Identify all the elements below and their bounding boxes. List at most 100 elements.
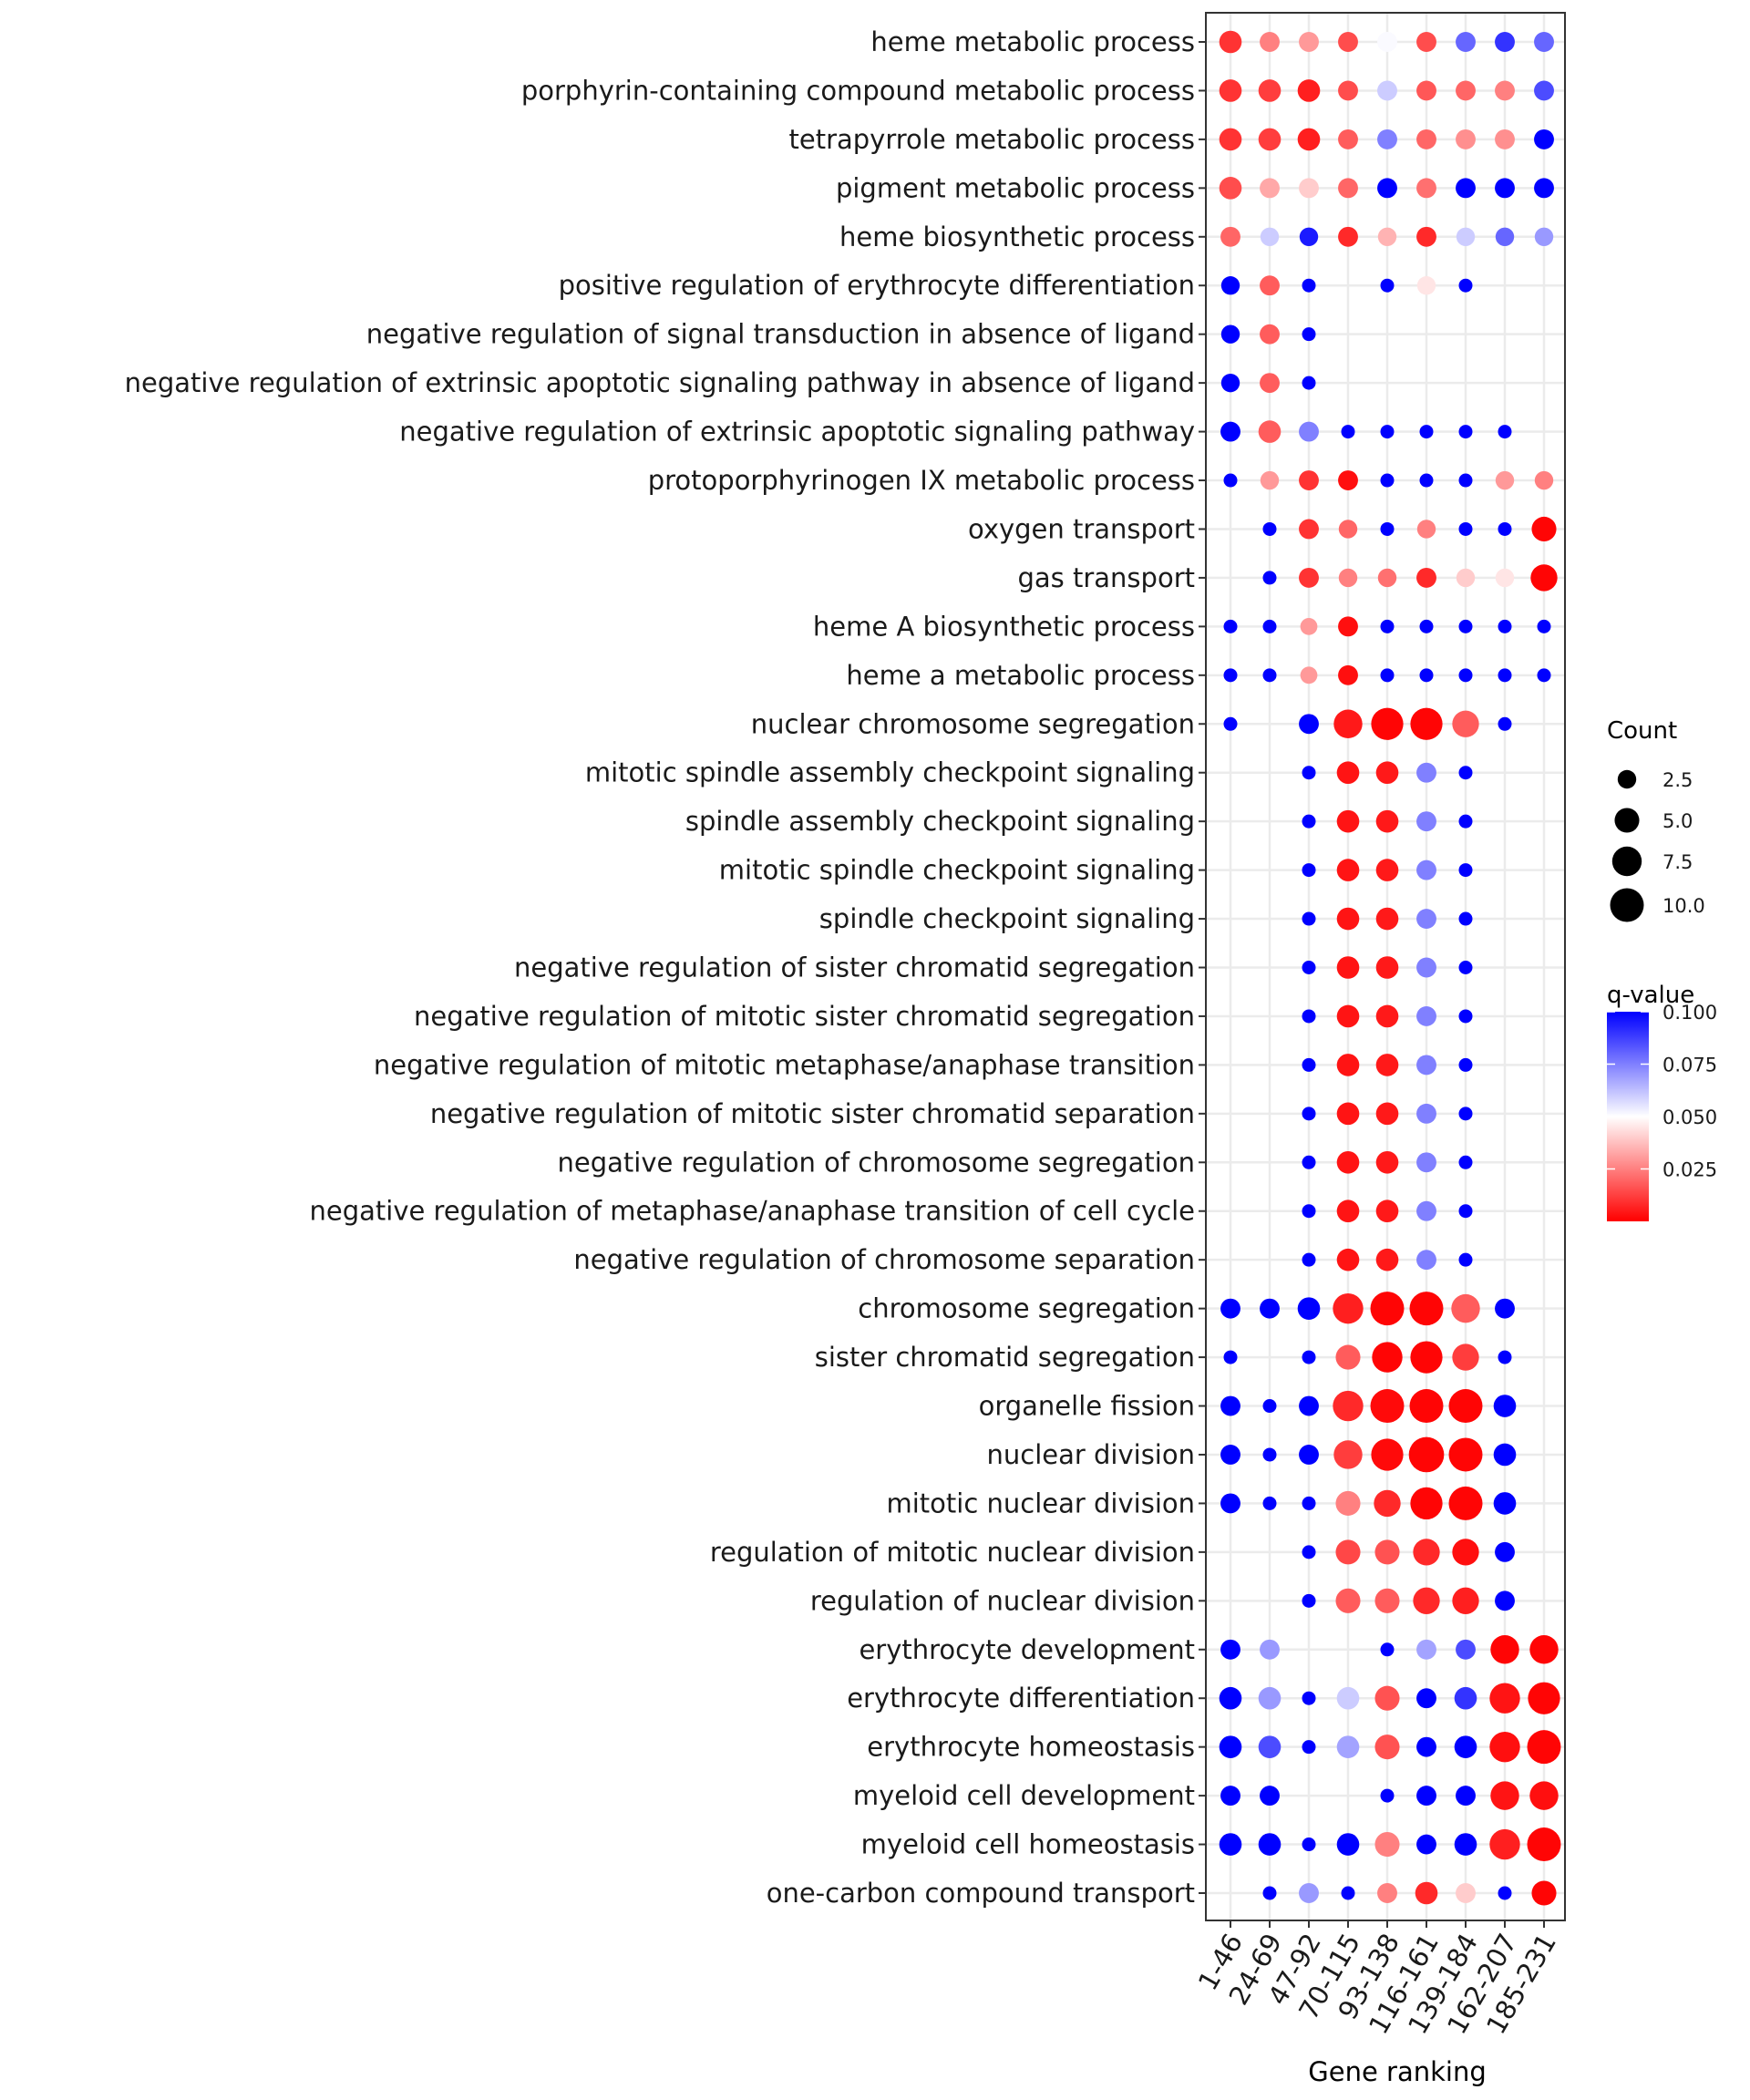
data-point: positive regulation of erythrocyte diffe… <box>1380 278 1395 293</box>
data-point: negative regulation of mitotic sister ch… <box>1416 1006 1436 1026</box>
data-point: erythrocyte differentiation | 93-138 | C… <box>1374 1685 1400 1711</box>
y-tick-label: pigment metabolic process <box>836 172 1195 203</box>
y-tick-label: gas transport <box>1017 562 1195 593</box>
q-value-legend-title: q-value <box>1607 982 1694 1009</box>
data-point: mitotic spindle assembly checkpoint sign… <box>1416 762 1436 783</box>
data-point: spindle assembly checkpoint signaling | … <box>1375 809 1399 833</box>
data-point: tetrapyrrole metabolic process | 70-115 … <box>1338 129 1358 149</box>
data-point: porphyrin-containing compound metabolic … <box>1534 80 1554 101</box>
data-point: nuclear chromosome segregation | 116-161… <box>1410 707 1443 740</box>
data-point: negative regulation of signal transducti… <box>1302 327 1316 342</box>
data-point: organelle fission | 162-207 | Count 4 | … <box>1493 1395 1517 1417</box>
data-point: heme metabolic process | 47-92 | Count 3… <box>1299 32 1319 52</box>
data-point: negative regulation of mitotic sister ch… <box>1302 1009 1316 1024</box>
q-value-legend-label: 0.075 <box>1662 1055 1717 1076</box>
data-point: regulation of nuclear division | 70-115 … <box>1335 1588 1361 1613</box>
data-point: one-carbon compound transport | 24-69 | … <box>1262 1886 1277 1900</box>
data-point: organelle fission | 24-69 | Count 1 | q … <box>1262 1399 1277 1414</box>
data-point: one-carbon compound transport | 139-184 … <box>1456 1883 1476 1903</box>
y-tick-label: one-carbon compound transport <box>767 1878 1195 1909</box>
data-point: protoporphyrinogen IX metabolic process … <box>1338 470 1358 490</box>
data-point: sister chromatid segregation | 116-161 |… <box>1410 1341 1443 1374</box>
data-point: oxygen transport | 47-92 | Count 3 | q 0… <box>1299 519 1319 540</box>
data-point: negative regulation of mitotic sister ch… <box>1458 1107 1473 1121</box>
data-point: heme A biosynthetic process | 185-231 | … <box>1537 619 1551 633</box>
data-point: oxygen transport | 70-115 | Count 2.5 | … <box>1338 520 1358 539</box>
data-point: protoporphyrinogen IX metabolic process … <box>1260 470 1280 490</box>
y-tick-label: oxygen transport <box>968 513 1195 544</box>
data-point: heme A biosynthetic process | 24-69 | Co… <box>1262 619 1277 633</box>
data-point: mitotic spindle assembly checkpoint sign… <box>1458 766 1473 780</box>
data-point: heme biosynthetic process | 116-161 | Co… <box>1416 226 1436 247</box>
count-legend-key <box>1617 769 1637 789</box>
data-point: erythrocyte homeostasis | 70-115 | Count… <box>1336 1735 1360 1758</box>
data-point: myeloid cell homeostasis | 139-184 | Cou… <box>1454 1833 1477 1856</box>
data-point: chromosome segregation | 93-138 | Count … <box>1370 1292 1405 1326</box>
data-point: protoporphyrinogen IX metabolic process … <box>1299 470 1319 490</box>
data-point: negative regulation of mitotic sister ch… <box>1302 1107 1316 1121</box>
data-point: chromosome segregation | 1-46 | Count 3 … <box>1220 1298 1240 1319</box>
data-point: protoporphyrinogen IX metabolic process … <box>1223 473 1238 488</box>
data-point: mitotic nuclear division | 93-138 | Coun… <box>1374 1489 1401 1518</box>
data-point: heme metabolic process | 70-115 | Count … <box>1338 32 1358 52</box>
data-point: oxygen transport | 24-69 | Count 1 | q 0… <box>1262 521 1277 536</box>
data-point: heme a metabolic process | 70-115 | Coun… <box>1338 664 1358 685</box>
plot-panel: heme metabolic process | 1-46 | Count 4 … <box>1205 12 1566 1921</box>
data-point: heme a metabolic process | 24-69 | Count… <box>1262 668 1277 683</box>
data-point: gas transport | 162-207 | Count 2.5 | q … <box>1495 568 1515 588</box>
count-legend-key <box>1611 846 1642 877</box>
y-tick-label: myeloid cell homeostasis <box>861 1829 1195 1860</box>
y-tick-label: negative regulation of chromosome segreg… <box>558 1147 1195 1178</box>
data-point: negative regulation of extrinsic apoptot… <box>1302 376 1316 390</box>
y-tick-label: tetrapyrrole metabolic process <box>788 124 1195 155</box>
data-point: nuclear chromosome segregation | 47-92 |… <box>1299 714 1319 735</box>
data-point: myeloid cell homeostasis | 24-69 | Count… <box>1258 1833 1282 1856</box>
y-tick-label: organelle fission <box>979 1391 1195 1422</box>
data-point: heme a metabolic process | 139-184 | Cou… <box>1458 668 1473 683</box>
data-point: negative regulation of extrinsic apoptot… <box>1498 425 1512 439</box>
data-point: myeloid cell homeostasis | 70-115 | Coun… <box>1336 1833 1360 1856</box>
y-tick-label: mitotic spindle checkpoint signaling <box>719 855 1195 886</box>
data-point: negative regulation of sister chromatid … <box>1416 957 1436 978</box>
y-tick-label: positive regulation of erythrocyte diffe… <box>559 270 1195 301</box>
data-point: chromosome segregation | 139-184 | Count… <box>1451 1293 1480 1323</box>
data-point: negative regulation of mitotic metaphase… <box>1336 1054 1360 1076</box>
data-point: negative regulation of chromosome segreg… <box>1302 1155 1316 1169</box>
data-point: positive regulation of erythrocyte diffe… <box>1416 276 1436 295</box>
data-point: erythrocyte homeostasis | 93-138 | Count… <box>1374 1735 1400 1760</box>
data-point: erythrocyte homeostasis | 24-69 | Count … <box>1258 1735 1282 1758</box>
y-tick-label: spindle assembly checkpoint signaling <box>685 806 1195 837</box>
data-point: mitotic nuclear division | 70-115 | Coun… <box>1335 1490 1361 1516</box>
data-point: negative regulation of metaphase/anaphas… <box>1458 1204 1473 1219</box>
data-point: erythrocyte homeostasis | 162-207 | Coun… <box>1489 1731 1520 1763</box>
data-point: pigment metabolic process | 185-231 | Co… <box>1534 178 1554 199</box>
data-point: regulation of mitotic nuclear division |… <box>1335 1539 1361 1565</box>
data-point: mitotic spindle assembly checkpoint sign… <box>1302 766 1316 780</box>
data-point: erythrocyte differentiation | 47-92 | Co… <box>1302 1691 1316 1705</box>
data-point: chromosome segregation | 47-92 | Count 4… <box>1297 1297 1321 1320</box>
data-point: myeloid cell development | 93-138 | Coun… <box>1380 1788 1395 1803</box>
y-tick-label: negative regulation of mitotic sister ch… <box>430 1098 1195 1129</box>
data-point: heme a metabolic process | 1-46 | Count … <box>1223 668 1238 683</box>
data-point: heme A biosynthetic process | 70-115 | C… <box>1338 616 1358 637</box>
data-point: mitotic spindle assembly checkpoint sign… <box>1375 761 1399 785</box>
data-point: oxygen transport | 162-207 | Count 1 | q… <box>1498 521 1512 536</box>
data-point: heme biosynthetic process | 139-184 | Co… <box>1456 227 1476 246</box>
data-point: heme a metabolic process | 116-161 | Cou… <box>1419 668 1434 683</box>
data-point: regulation of mitotic nuclear division |… <box>1374 1539 1400 1565</box>
data-point: mitotic nuclear division | 24-69 | Count… <box>1262 1496 1277 1510</box>
data-point: erythrocyte development | 93-138 | Count… <box>1380 1642 1395 1657</box>
data-point: negative regulation of metaphase/anaphas… <box>1302 1204 1316 1219</box>
data-point: negative regulation of extrinsic apoptot… <box>1341 425 1355 439</box>
data-point: regulation of nuclear division | 116-161… <box>1413 1587 1440 1614</box>
y-tick-label: myeloid cell development <box>853 1780 1195 1811</box>
y-tick-label: protoporphyrinogen IX metabolic process <box>648 465 1195 496</box>
data-point: nuclear division | 162-207 | Count 4 | q… <box>1493 1443 1517 1467</box>
data-point: mitotic nuclear division | 116-161 | Cou… <box>1410 1487 1443 1520</box>
data-point: organelle fission | 70-115 | Count 8 | q… <box>1333 1390 1364 1422</box>
data-point: myeloid cell homeostasis | 93-138 | Coun… <box>1374 1832 1400 1858</box>
data-point: negative regulation of mitotic sister ch… <box>1375 1102 1399 1126</box>
data-point: heme A biosynthetic process | 47-92 | Co… <box>1300 617 1318 635</box>
data-point: negative regulation of metaphase/anaphas… <box>1375 1199 1399 1223</box>
data-point: negative regulation of sister chromatid … <box>1336 956 1360 979</box>
